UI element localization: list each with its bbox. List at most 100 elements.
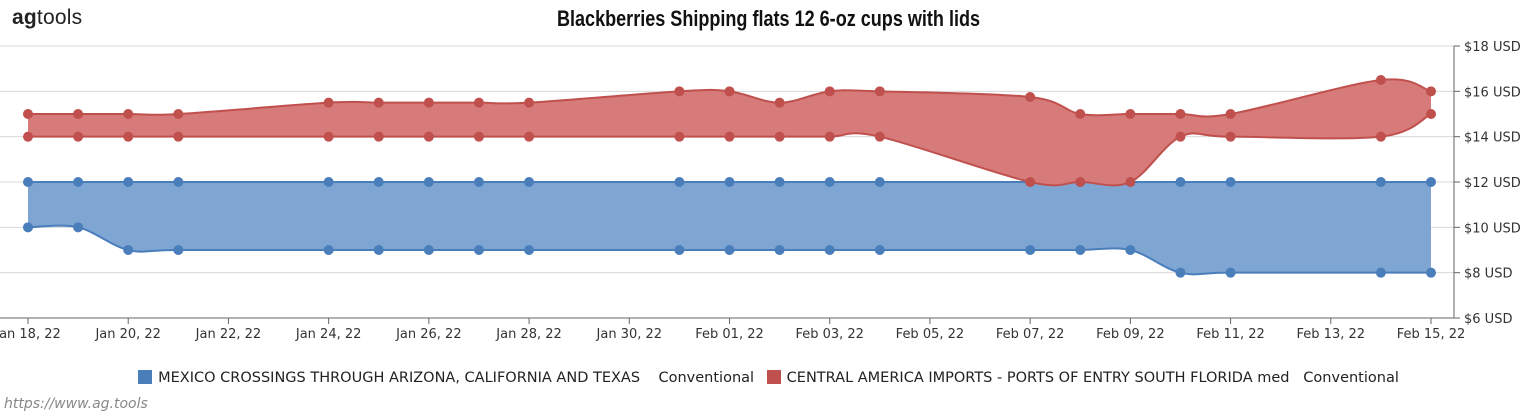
series-high-point-0 — [774, 177, 785, 187]
series-high-point-1 — [173, 109, 184, 119]
series-high-point-1 — [423, 97, 434, 108]
series-low-point-1 — [1075, 177, 1086, 187]
series-low-point-0 — [874, 245, 885, 255]
legend-item-central-america[interactable]: CENTRAL AMERICA IMPORTS - PORTS OF ENTRY… — [766, 370, 1399, 386]
x-tick-label: Feb 07, 22 — [996, 327, 1065, 342]
y-tick-label: $8 USD — [1464, 267, 1512, 282]
y-tick-label: $18 USD — [1464, 40, 1521, 55]
series-low-point-1 — [23, 131, 33, 142]
legend-swatch-central-america — [766, 370, 781, 384]
x-tick-label: Feb 03, 22 — [795, 327, 864, 342]
series-low-point-0 — [1025, 245, 1036, 255]
series-high-point-1 — [73, 109, 84, 119]
series-low-point-0 — [73, 222, 84, 233]
x-tick-label: Feb 15, 22 — [1397, 327, 1466, 342]
series-low-point-0 — [824, 245, 835, 255]
series-high-point-0 — [524, 177, 535, 187]
series-high-point-0 — [323, 177, 334, 187]
series-high-point-1 — [824, 86, 835, 97]
series-low-point-1 — [1426, 109, 1436, 119]
series-high-point-0 — [874, 177, 885, 187]
series-low-point-0 — [674, 245, 685, 255]
series-high-point-0 — [1175, 177, 1186, 187]
series-low-point-0 — [1175, 267, 1186, 278]
series-high-point-0 — [824, 177, 835, 187]
x-tick-label: Jan 22, 22 — [195, 327, 262, 342]
series-high-point-1 — [473, 97, 484, 108]
series-high-point-0 — [23, 177, 33, 187]
series-high-point-1 — [724, 86, 735, 97]
series-high-point-0 — [674, 177, 685, 187]
series-low-point-1 — [1225, 131, 1236, 142]
series-low-point-0 — [1225, 267, 1236, 278]
series-low-point-1 — [73, 131, 84, 142]
series-high-point-1 — [1075, 109, 1086, 119]
series-low-point-0 — [323, 245, 334, 255]
series-high-point-1 — [1125, 109, 1136, 119]
series-low-point-1 — [373, 131, 384, 142]
x-tick-label: Jan 20, 22 — [94, 327, 161, 342]
series-high-point-1 — [323, 97, 334, 108]
series-low-point-1 — [874, 131, 885, 142]
series-low-point-1 — [1025, 177, 1036, 187]
series-high-point-0 — [73, 177, 84, 187]
y-tick-label: $14 USD — [1464, 131, 1521, 146]
legend-item-mexico[interactable]: MEXICO CROSSINGS THROUGH ARIZONA, CALIFO… — [138, 370, 754, 386]
series-low-point-1 — [1175, 131, 1186, 142]
series-high-point-1 — [23, 109, 33, 119]
series-low-point-0 — [1125, 245, 1136, 255]
series-low-point-1 — [774, 131, 785, 142]
x-tick-label: Feb 05, 22 — [896, 327, 965, 342]
series-low-point-1 — [323, 131, 334, 142]
x-tick-label: Feb 13, 22 — [1297, 327, 1366, 342]
series-low-point-0 — [173, 245, 184, 255]
x-tick-label: Jan 26, 22 — [395, 327, 462, 342]
legend-swatch-mexico — [138, 370, 153, 384]
chart-title: Blackberries Shipping flats 12 6-oz cups… — [556, 6, 981, 31]
x-tick-label: Feb 01, 22 — [695, 327, 764, 342]
series-low-point-1 — [123, 131, 134, 142]
y-tick-label: $16 USD — [1464, 85, 1521, 100]
series-low-point-1 — [473, 131, 484, 142]
x-tick-label: Jan 18, 22 — [0, 327, 61, 342]
series-high-point-1 — [373, 97, 384, 108]
series-low-point-1 — [824, 131, 835, 142]
series-high-point-1 — [1025, 92, 1036, 102]
series-high-point-1 — [774, 97, 785, 108]
series-low-point-1 — [524, 131, 535, 142]
series-high-point-1 — [1225, 109, 1236, 119]
series-low-point-0 — [774, 245, 785, 255]
series-high-point-0 — [173, 177, 184, 187]
series-low-point-0 — [724, 245, 735, 255]
series-high-point-1 — [674, 86, 685, 97]
legend-label-mexico: MEXICO CROSSINGS THROUGH ARIZONA, CALIFO… — [158, 370, 755, 386]
series-low-point-0 — [423, 245, 434, 255]
series-low-point-0 — [524, 245, 535, 255]
y-tick-label: $10 USD — [1464, 221, 1521, 236]
agtools-logo: agtools — [12, 6, 83, 29]
series-high-point-1 — [524, 97, 535, 108]
series-high-point-0 — [423, 177, 434, 187]
x-tick-label: Jan 30, 22 — [596, 327, 663, 342]
series-high-point-1 — [1375, 75, 1386, 85]
x-tick-label: Feb 11, 22 — [1196, 327, 1265, 342]
series-low-point-0 — [1375, 267, 1386, 278]
legend: MEXICO CROSSINGS THROUGH ARIZONA, CALIFO… — [0, 370, 1537, 386]
series-high-point-0 — [724, 177, 735, 187]
series-high-point-0 — [1225, 177, 1236, 187]
series-high-point-0 — [373, 177, 384, 187]
series-high-point-1 — [1175, 109, 1186, 119]
series-high-point-0 — [1426, 177, 1436, 187]
source-url: https://www.ag.tools — [4, 396, 148, 412]
series-low-point-1 — [1375, 131, 1386, 142]
legend-label-central-america: CENTRAL AMERICA IMPORTS - PORTS OF ENTRY… — [786, 370, 1399, 386]
series-low-point-1 — [173, 131, 184, 142]
series-high-point-0 — [473, 177, 484, 187]
series-low-point-0 — [23, 222, 33, 233]
series-high-point-1 — [874, 86, 885, 97]
x-tick-label: Jan 28, 22 — [495, 327, 562, 342]
series-low-point-1 — [423, 131, 434, 142]
series-area-0 — [28, 182, 1431, 275]
series-low-point-0 — [1075, 245, 1086, 255]
y-tick-label: $6 USD — [1464, 312, 1512, 327]
